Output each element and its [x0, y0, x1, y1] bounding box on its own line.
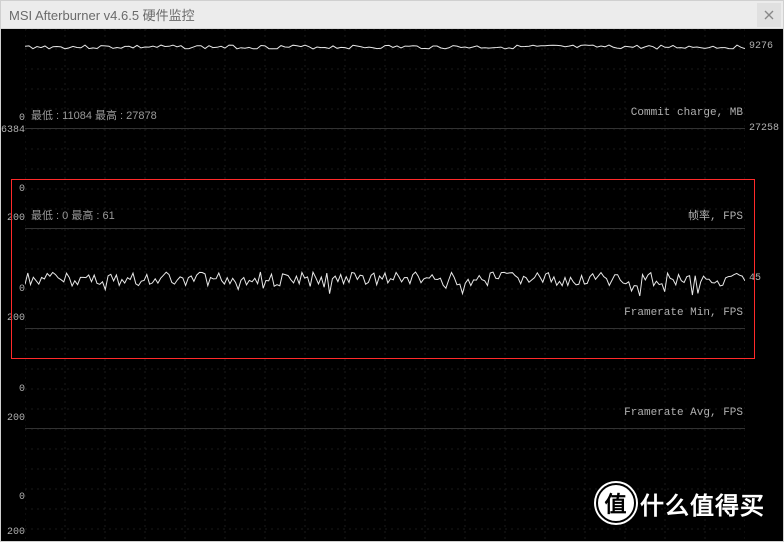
- chart-canvas[interactable]: 016384927627258最低 : 11084 最高 : 27878Comm…: [1, 29, 783, 541]
- series-label-framerate-min: Framerate Min, FPS: [624, 307, 743, 319]
- titlebar[interactable]: MSI Afterburner v4.6.5 硬件监控: [1, 1, 783, 29]
- series-label-commit-charge: Commit charge, MB: [631, 107, 743, 119]
- chart-pane-pane5[interactable]: 0 200: [1, 429, 783, 541]
- minmax-commit-charge: 最低 : 11084 最高 : 27878: [31, 107, 157, 123]
- plot-framerate: [25, 129, 745, 229]
- minmax-framerate: 最低 : 0 最高 : 61: [31, 207, 115, 223]
- axis-left-top-framerate: 0: [19, 184, 25, 195]
- axis-left-bot-pane5: 200: [7, 527, 25, 538]
- axis-left-top-pane5: 0: [19, 492, 25, 503]
- chart-pane-framerate-avg[interactable]: 0 200 Framerate Avg, FPS: [1, 329, 783, 429]
- axis-left-bot-commit-charge: 0: [19, 113, 25, 124]
- chart-pane-framerate[interactable]: 0 200 最低 : 0 最高 : 61 帧率, FPS: [1, 129, 783, 229]
- series-label-framerate-avg: Framerate Avg, FPS: [624, 407, 743, 419]
- value-commit-charge: 9276: [749, 41, 773, 52]
- chart-pane-commit-charge[interactable]: 016384927627258最低 : 11084 最高 : 27878Comm…: [1, 29, 783, 129]
- close-icon: [764, 7, 774, 23]
- axis-left-top-framerate-avg: 0: [19, 384, 25, 395]
- series-label-framerate: 帧率, FPS: [688, 207, 743, 223]
- monitor-body: 016384927627258最低 : 11084 最高 : 27878Comm…: [1, 29, 783, 541]
- axis-left-bot-framerate: 200: [7, 213, 25, 224]
- axis-left-bot-framerate-avg: 200: [7, 413, 25, 424]
- value-framerate-min: 45: [749, 273, 761, 284]
- chart-pane-framerate-min[interactable]: 0 200 45 Framerate Min, FPS: [1, 229, 783, 329]
- window-title: MSI Afterburner v4.6.5 硬件监控: [9, 5, 195, 24]
- app-window: MSI Afterburner v4.6.5 硬件监控 016384927627…: [0, 0, 784, 542]
- axis-left-top-framerate-min: 0: [19, 284, 25, 295]
- close-button[interactable]: [757, 3, 781, 27]
- plot-pane5: [25, 429, 745, 541]
- axis-left-bot-framerate-min: 200: [7, 313, 25, 324]
